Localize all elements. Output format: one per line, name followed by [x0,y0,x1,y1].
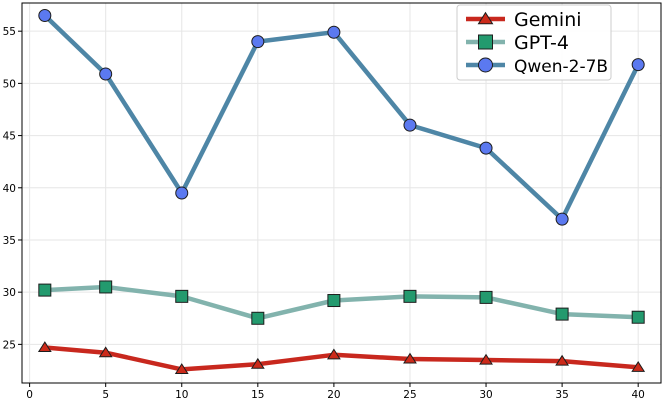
plot-frame [21,2,662,384]
circle-marker [38,9,52,23]
x-tick-label: 15 [251,389,264,400]
legend-label: Gemini [514,9,582,31]
legend-item-gemini: Gemini [466,9,582,31]
square-marker [38,283,52,297]
triangle-marker [326,348,341,360]
x-tick-label: 40 [631,389,644,400]
series-qwen-2-7b [38,9,645,226]
x-tick-label: 30 [479,389,492,400]
x-tick-label: 0 [26,389,33,400]
y-tick-label: 50 [3,78,16,90]
circle-marker [327,25,341,39]
x-tick-label: 10 [175,389,188,400]
square-marker [631,310,645,324]
y-tick-label: 55 [3,26,16,38]
triangle-marker [479,353,493,365]
triangle-marker [174,363,189,374]
square-marker [403,289,417,303]
triangle-marker [555,354,570,366]
square-marker [99,280,113,294]
square-marker [251,311,265,325]
legend-item-gpt-4: GPT-4 [466,32,569,54]
circle-marker [555,212,569,226]
y-tick-label: 25 [3,339,16,351]
square-marker [479,290,493,304]
legend-label: GPT-4 [514,32,569,54]
y-tick-label: 35 [3,235,16,247]
circle-marker [479,141,493,155]
legend-triangle-icon [477,11,494,25]
series-layer [37,9,646,374]
x-tick-label: 25 [403,389,416,400]
axes: 0 5 10 15 20 25 30 35 40 25 30 35 40 45 50 55 [3,26,645,400]
square-marker [327,294,341,308]
x-tick-label: 5 [102,389,109,400]
legend-circle-icon [478,57,493,73]
legend-item-qwen-2-7b: Qwen-2-7B [466,57,608,77]
series-gemini [37,341,646,374]
x-tick-label: 20 [327,389,340,400]
square-marker [175,289,189,303]
legend-square-icon [478,34,493,50]
circle-marker [175,186,189,200]
square-marker [555,307,569,321]
circle-marker [99,67,113,81]
triangle-marker [37,341,52,353]
circle-marker [631,58,645,72]
triangle-marker [98,346,113,358]
y-tick-label: 30 [3,287,16,299]
y-tick-label: 45 [3,131,16,143]
x-tick-label: 35 [555,389,568,400]
triangle-marker [403,352,417,364]
y-tick-label: 40 [3,183,16,195]
circle-marker [403,118,417,132]
legend-box [456,4,612,81]
circle-marker [251,35,265,49]
triangle-marker [631,361,646,372]
series-gpt-4 [38,280,645,325]
triangle-marker [250,357,265,369]
legend-label: Qwen-2-7B [514,57,608,77]
